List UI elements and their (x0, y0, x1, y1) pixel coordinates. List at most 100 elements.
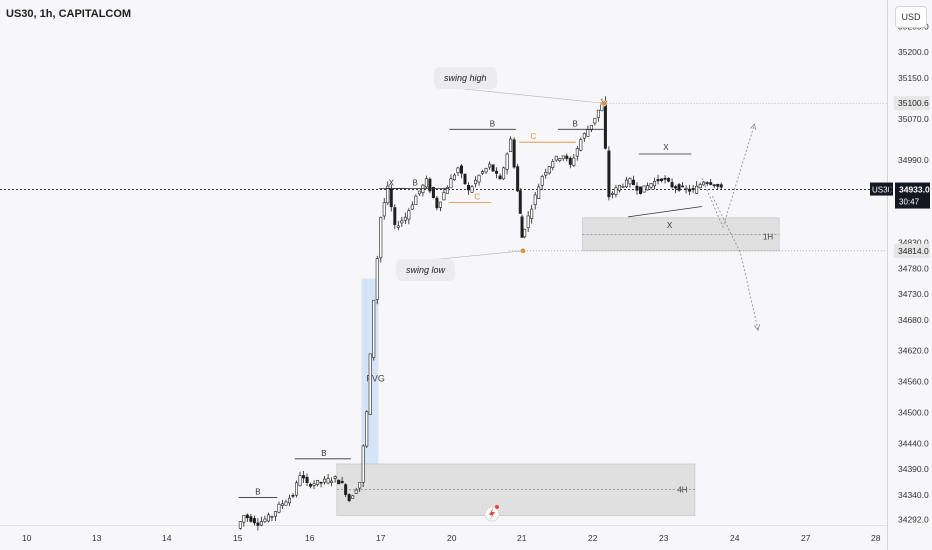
candle-body (688, 188, 692, 192)
candle-body (667, 178, 671, 182)
candle-body (382, 202, 386, 217)
x-label-top: X (663, 143, 669, 152)
structure-label: C (474, 192, 480, 201)
candle-body (291, 495, 295, 497)
price-tick-label: 34292.0 (898, 515, 929, 525)
swing-high-connector (454, 87, 604, 104)
chart-title: US30, 1h, CAPITALCOM (6, 8, 132, 20)
candle-body (302, 475, 306, 479)
candle-body (635, 185, 639, 191)
candle-body (523, 228, 527, 238)
candle-body (295, 482, 299, 496)
candle-body (624, 179, 628, 188)
candle-body (481, 171, 485, 174)
candle-body (393, 207, 397, 225)
candle-body (238, 521, 242, 529)
candle-body (280, 503, 284, 506)
swing-high-label: swing high (434, 67, 497, 89)
candle-body (259, 521, 263, 526)
candle-body (354, 489, 358, 494)
candle-body (681, 185, 685, 188)
price-tick-label: 34500.0 (898, 407, 929, 417)
candle-body (516, 166, 520, 192)
candle-body (674, 186, 678, 189)
date-tick-label: 28 (871, 533, 881, 543)
candle-body (628, 178, 632, 185)
date-tick-label: 17 (376, 533, 386, 543)
structure-label: C (530, 132, 536, 141)
projection-arrowhead (753, 324, 760, 331)
candle-body (561, 155, 565, 160)
h1-label: 1H (763, 232, 773, 241)
price-label-bg (894, 96, 930, 111)
structure-label: X (389, 179, 395, 188)
candle-body (389, 188, 393, 208)
candle-body (695, 185, 699, 194)
alert-dot-icon (495, 505, 499, 509)
candle-body (484, 168, 488, 173)
candle-body (575, 148, 579, 157)
candle-body (554, 155, 558, 161)
candle-body (621, 186, 625, 188)
date-tick-label: 13 (92, 533, 102, 543)
candle-body (470, 186, 474, 193)
candle-body (316, 479, 320, 485)
candle-body (533, 194, 537, 206)
date-tick-label: 15 (233, 533, 243, 543)
candle-body (330, 480, 334, 483)
candle-body (716, 183, 720, 187)
x-label-bottom: X (667, 221, 673, 230)
swing-low-label: swing low (396, 259, 456, 281)
symbol-tag: US30 (872, 186, 893, 195)
candle-body (463, 173, 467, 185)
date-tick-label: 23 (659, 533, 669, 543)
countdown-text: 30:47 (899, 198, 920, 207)
candle-body (614, 187, 618, 195)
candle-body (691, 188, 695, 191)
price-tick-label: 34830.0 (898, 238, 929, 248)
candle-body (312, 483, 316, 486)
candle-body (719, 184, 723, 188)
symbol-tag-bg (870, 182, 893, 196)
candle-body (266, 514, 270, 522)
price-tick-label: 35150.0 (898, 73, 929, 83)
price-tick-label: 34730.0 (898, 289, 929, 299)
price-tick-label: 34440.0 (898, 438, 929, 448)
candle-body (526, 215, 530, 228)
candle-body (596, 109, 600, 118)
candle-body (323, 478, 327, 483)
price-label-text: 35100.6 (898, 98, 929, 108)
candle-body (512, 139, 516, 168)
candle-body (610, 192, 614, 195)
candle-body (593, 117, 597, 124)
candle-body (589, 124, 593, 131)
candle-body (586, 129, 590, 137)
candle-body (403, 216, 407, 221)
candle-body (449, 178, 453, 189)
candle-body (617, 184, 621, 191)
candle-body (410, 204, 414, 210)
currency-button[interactable]: USD (895, 6, 927, 28)
candle-body (677, 184, 681, 191)
candle-body (509, 138, 513, 153)
current-price-pointer (889, 185, 893, 194)
candle-body (284, 501, 288, 506)
candle-body (540, 176, 544, 186)
candle-body (649, 183, 653, 188)
candle-body (414, 195, 418, 205)
candle-body (428, 178, 432, 192)
candle-body (333, 476, 337, 479)
price-label-bg (894, 243, 930, 258)
candle-body (642, 185, 646, 193)
candle-body (361, 445, 365, 483)
current-price-bg (895, 182, 930, 209)
candle-body (712, 184, 716, 187)
structure-label: B (321, 449, 326, 458)
date-tick-label: 10 (22, 533, 32, 543)
projection-path (701, 124, 755, 229)
candle-body (568, 157, 572, 165)
x-line-bottom (628, 206, 702, 218)
candle-body (537, 186, 541, 200)
candle-body (607, 150, 611, 198)
candle-body (245, 514, 249, 519)
